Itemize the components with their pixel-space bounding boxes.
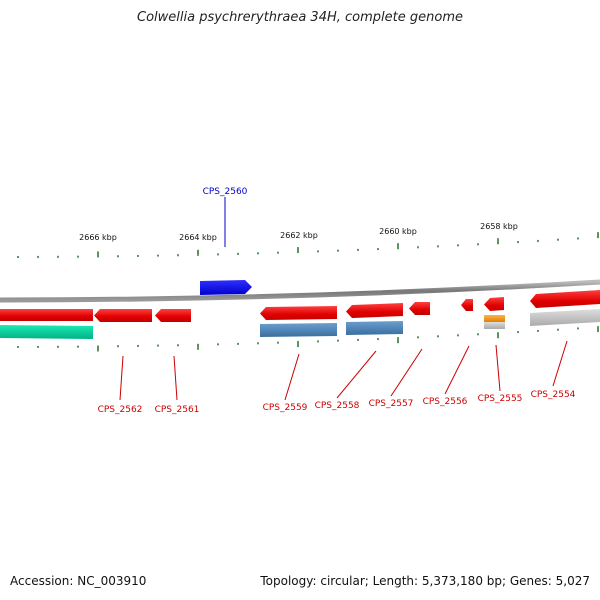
gene-arrow-cps-2562[interactable] [0, 309, 93, 321]
gene-arrow-cps-2555[interactable] [484, 297, 504, 311]
gray-feature[interactable] [530, 309, 600, 326]
gene-label-cps-2559[interactable]: CPS_2559 [263, 403, 308, 413]
scale-ticks-outer [17, 232, 599, 258]
label-line [119, 355, 124, 401]
gene-arrow-cps-2559[interactable] [260, 306, 337, 320]
label-line [336, 350, 377, 399]
gene-arrow-cps-2556[interactable] [461, 299, 473, 311]
genome-backbone [0, 279, 600, 303]
orange-feature[interactable] [484, 315, 505, 322]
misc-feature[interactable] [260, 323, 337, 337]
gray-feature[interactable] [484, 322, 505, 329]
label-line [552, 340, 568, 387]
label-line [284, 353, 300, 401]
accession-text: Accession: NC_003910 [10, 574, 147, 588]
gene-arrow-cps-2560[interactable] [200, 280, 252, 295]
gene-label-cps-2560[interactable]: CPS_2560 [203, 187, 248, 197]
scale-label: 2662 kbp [280, 231, 318, 240]
label-line [444, 345, 470, 395]
scale-label: 2664 kbp [179, 233, 217, 242]
label-line [495, 344, 501, 392]
gene-label-cps-2562[interactable]: CPS_2562 [98, 405, 143, 415]
gene-arrow-cps-2557[interactable] [409, 302, 430, 315]
misc-feature[interactable] [346, 321, 403, 335]
map-title: Colwellia psychrerythraea 34H, complete … [137, 10, 463, 25]
gene-label-cps-2554[interactable]: CPS_2554 [531, 390, 576, 400]
gene-label-cps-2558[interactable]: CPS_2558 [315, 401, 360, 411]
gene-arrow-cps-2554[interactable] [530, 290, 600, 308]
gene-arrow-cps-2558[interactable] [346, 303, 403, 318]
scale-ticks-inner [17, 326, 599, 352]
label-line [390, 348, 423, 397]
label-line [173, 355, 178, 401]
gene-label-cps-2561[interactable]: CPS_2561 [155, 405, 200, 415]
scale-label: 2666 kbp [79, 233, 117, 242]
gene-arrow-cps-2561[interactable] [155, 309, 191, 322]
gene-arrow-cps-2562b[interactable] [94, 309, 152, 322]
genome-summary-text: Topology: circular; Length: 5,373,180 bp… [260, 574, 590, 588]
gene-label-cps-2555[interactable]: CPS_2555 [478, 394, 523, 404]
scale-label: 2660 kbp [379, 227, 417, 236]
gene-label-cps-2557[interactable]: CPS_2557 [369, 399, 414, 409]
rna-feature[interactable] [0, 325, 93, 339]
gene-label-cps-2556[interactable]: CPS_2556 [423, 397, 468, 407]
scale-label: 2658 kbp [480, 222, 518, 231]
